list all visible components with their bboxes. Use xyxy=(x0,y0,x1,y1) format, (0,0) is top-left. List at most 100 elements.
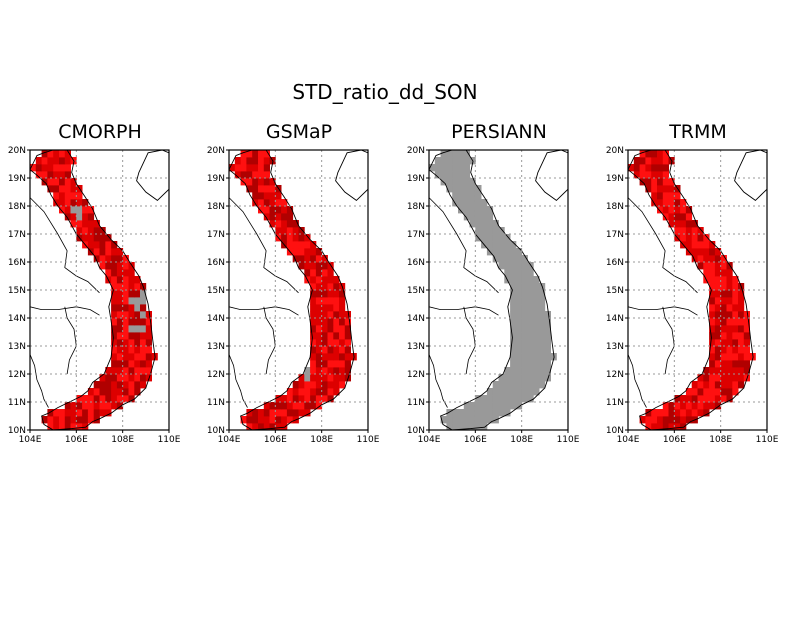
grid-cell xyxy=(315,304,323,312)
grid-cell xyxy=(639,164,646,172)
grid-cell xyxy=(99,395,106,403)
grid-cell xyxy=(116,304,124,312)
grid-cell xyxy=(134,297,141,305)
grid-cell xyxy=(116,367,124,375)
grid-cell xyxy=(515,395,523,403)
grid-cell xyxy=(140,304,147,312)
grid-cell xyxy=(651,171,658,179)
lon-tick-label: 104E xyxy=(617,435,640,445)
grid-cell xyxy=(134,353,141,361)
grid-cell xyxy=(732,290,739,298)
grid-cell xyxy=(458,409,465,417)
grid-cell xyxy=(53,192,60,200)
lat-tick-label: 20N xyxy=(207,146,225,156)
grid-cell xyxy=(651,192,658,200)
grid-cell xyxy=(463,178,470,186)
grid-cell xyxy=(515,276,523,284)
grid-cell xyxy=(521,339,528,347)
grid-cell xyxy=(315,402,323,410)
grid-cell xyxy=(504,395,511,403)
grid-cell xyxy=(685,388,693,396)
grid-cell xyxy=(140,311,147,319)
grid-cell xyxy=(533,353,540,361)
grid-cell xyxy=(440,416,447,424)
country-border xyxy=(229,197,299,294)
grid-cell xyxy=(645,409,652,417)
grid-cell xyxy=(674,199,681,207)
grid-cell xyxy=(440,150,447,158)
lat-tick-label: 10N xyxy=(606,426,624,436)
grid-cell xyxy=(481,395,488,403)
grid-cell xyxy=(111,367,118,375)
grid-cell xyxy=(87,213,95,221)
grid-cell xyxy=(469,199,476,207)
grid-cell xyxy=(743,325,750,333)
grid-cell xyxy=(446,150,453,158)
grid-cell xyxy=(657,164,664,172)
grid-cell xyxy=(53,171,60,179)
grid-cell xyxy=(286,402,294,410)
grid-cell xyxy=(685,409,693,417)
grid-cell xyxy=(281,395,288,403)
grid-cell xyxy=(492,388,499,396)
grid-cell xyxy=(64,206,71,214)
grid-cell xyxy=(515,360,523,368)
grid-cell xyxy=(263,213,270,221)
grid-cell xyxy=(304,241,311,249)
grid-cell xyxy=(657,409,664,417)
grid-cell xyxy=(458,178,465,186)
grid-cell xyxy=(539,339,546,347)
grid-cell xyxy=(111,388,118,396)
lat-tick-label: 14N xyxy=(8,314,26,324)
grid-cell xyxy=(657,171,664,179)
grid-cell xyxy=(281,234,288,242)
grid-cell xyxy=(240,157,247,165)
grid-cell xyxy=(298,388,305,396)
grid-cell xyxy=(720,374,727,382)
grid-cell xyxy=(252,157,259,165)
grid-cell xyxy=(304,248,311,256)
grid-cell xyxy=(691,241,698,249)
grid-cell xyxy=(709,346,716,354)
grid-cell xyxy=(498,409,505,417)
grid-cell xyxy=(674,409,681,417)
grid-cell xyxy=(714,395,722,403)
grid-cell xyxy=(709,304,716,312)
lat-tick-label: 13N xyxy=(207,342,225,352)
grid-cell xyxy=(668,206,675,214)
grid-cell xyxy=(544,367,551,375)
lat-tick-label: 16N xyxy=(407,258,425,268)
grid-cell xyxy=(458,150,465,158)
grid-cell xyxy=(703,241,710,249)
grid-cell xyxy=(344,367,351,375)
grid-cell xyxy=(269,178,276,186)
grid-cell xyxy=(258,409,265,417)
grid-cell xyxy=(504,234,511,242)
grid-cell xyxy=(691,234,698,242)
grid-cell xyxy=(726,290,733,298)
grid-cell xyxy=(240,171,247,179)
grid-cell xyxy=(714,381,722,389)
grid-cell xyxy=(481,199,488,207)
page-title: STD_ratio_dd_SON xyxy=(292,80,478,104)
hainan-coastline xyxy=(136,150,169,201)
lat-tick-label: 19N xyxy=(407,174,425,184)
grid-cell xyxy=(70,185,77,193)
grid-cell xyxy=(321,360,328,368)
grid-cell xyxy=(498,241,505,249)
grid-cell xyxy=(709,381,716,389)
grid-cell xyxy=(685,206,693,214)
grid-cell xyxy=(321,276,328,284)
grid-cell xyxy=(481,220,488,228)
grid-cell xyxy=(662,409,669,417)
grid-cell xyxy=(111,374,118,382)
grid-cell xyxy=(732,332,739,340)
grid-cell xyxy=(269,206,276,214)
grid-cell xyxy=(116,283,124,291)
grid-cell xyxy=(304,409,311,417)
grid-cell xyxy=(111,255,118,263)
grid-cell xyxy=(510,241,517,249)
grid-cell xyxy=(662,199,669,207)
grid-cell xyxy=(35,157,42,165)
grid-cell xyxy=(70,402,77,410)
